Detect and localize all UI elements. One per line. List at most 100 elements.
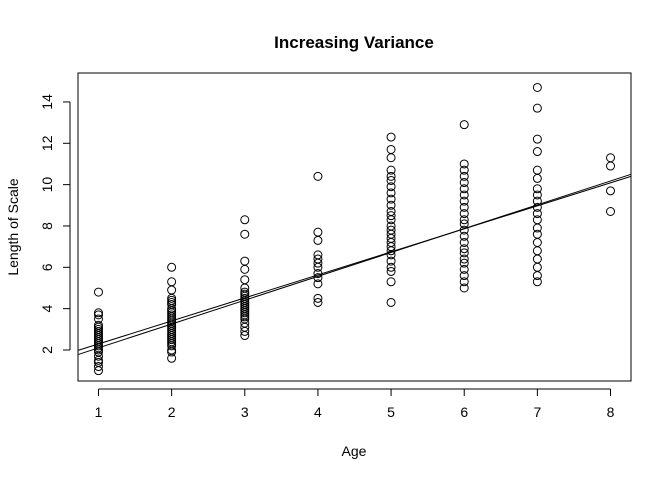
data-point: [532, 277, 542, 287]
data-point: [459, 219, 469, 229]
data-point: [240, 287, 250, 297]
data-point: [167, 285, 177, 295]
data-point: [240, 275, 250, 285]
x-tick-label: 1: [95, 404, 103, 420]
data-point: [532, 246, 542, 256]
data-point: [532, 254, 542, 264]
data-point: [532, 238, 542, 248]
y-tick-label: 10: [39, 177, 55, 193]
data-point: [459, 196, 469, 206]
data-point: [313, 171, 323, 181]
data-point: [606, 153, 616, 163]
x-tick-label: 2: [168, 404, 176, 420]
data-point: [532, 173, 542, 183]
data-point: [532, 147, 542, 157]
data-point: [240, 215, 250, 225]
data-point: [386, 266, 396, 276]
x-axis-label: Age: [342, 443, 367, 459]
data-point: [93, 310, 103, 320]
data-point: [532, 229, 542, 239]
data-point: [313, 227, 323, 237]
data-point: [386, 132, 396, 142]
data-point: [167, 297, 177, 307]
data-point: [167, 310, 177, 320]
data-point: [459, 248, 469, 258]
data-point: [313, 235, 323, 245]
data-point: [459, 215, 469, 225]
data-point: [386, 165, 396, 175]
data-point: [386, 188, 396, 198]
data-point: [459, 202, 469, 212]
data-point: [386, 206, 396, 216]
data-point: [459, 225, 469, 235]
y-tick-label: 12: [39, 135, 55, 151]
data-point: [93, 362, 103, 372]
x-tick-label: 5: [387, 404, 395, 420]
data-point: [459, 165, 469, 175]
data-point: [459, 283, 469, 293]
data-point: [606, 161, 616, 171]
y-axis: 2 4 6 8 10 12 14: [39, 94, 71, 354]
data-point: [386, 182, 396, 192]
data-point: [240, 289, 250, 299]
y-axis-label: Length of Scale: [5, 178, 21, 276]
data-point: [532, 271, 542, 281]
data-point: [459, 231, 469, 241]
data-point: [93, 314, 103, 324]
data-point: [93, 326, 103, 336]
x-axis: 1 2 3 4 5 6 7 8: [95, 388, 615, 420]
regression-line: [77, 173, 632, 356]
x-tick-label: 8: [607, 404, 615, 420]
data-point: [606, 206, 616, 216]
data-points: [93, 82, 616, 376]
data-point: [532, 165, 542, 175]
data-point: [313, 279, 323, 289]
chart-title: Increasing Variance: [274, 33, 434, 52]
data-point: [532, 103, 542, 113]
data-point: [386, 171, 396, 181]
regression-lines: [77, 173, 632, 356]
data-point: [386, 256, 396, 266]
data-point: [386, 277, 396, 287]
regression-line: [77, 175, 632, 351]
x-tick-label: 7: [533, 404, 541, 420]
data-point: [459, 209, 469, 219]
data-point: [93, 357, 103, 367]
data-point: [532, 215, 542, 225]
data-point: [532, 134, 542, 144]
data-point: [313, 269, 323, 279]
data-point: [459, 277, 469, 287]
y-tick-label: 14: [39, 94, 55, 110]
y-tick-label: 2: [39, 346, 55, 354]
data-point: [532, 196, 542, 206]
data-point: [459, 171, 469, 181]
data-point: [93, 287, 103, 297]
plot-frame: [77, 72, 632, 382]
data-point: [459, 238, 469, 248]
data-point: [459, 258, 469, 268]
data-point: [93, 320, 103, 330]
data-point: [167, 262, 177, 272]
data-point: [386, 144, 396, 154]
data-point: [459, 190, 469, 200]
y-tick-label: 6: [39, 263, 55, 271]
data-point: [386, 221, 396, 231]
data-point: [459, 244, 469, 254]
data-point: [532, 202, 542, 212]
data-point: [313, 250, 323, 260]
data-point: [386, 225, 396, 235]
data-point: [167, 295, 177, 305]
data-point: [240, 256, 250, 266]
data-point: [386, 262, 396, 272]
data-point: [459, 184, 469, 194]
data-point: [167, 300, 177, 310]
data-point: [532, 82, 542, 92]
data-point: [313, 297, 323, 307]
y-tick-label: 4: [39, 305, 55, 313]
x-tick-label: 4: [314, 404, 322, 420]
y-tick-label: 8: [39, 222, 55, 230]
data-point: [240, 229, 250, 239]
x-tick-label: 6: [460, 404, 468, 420]
data-point: [313, 254, 323, 264]
